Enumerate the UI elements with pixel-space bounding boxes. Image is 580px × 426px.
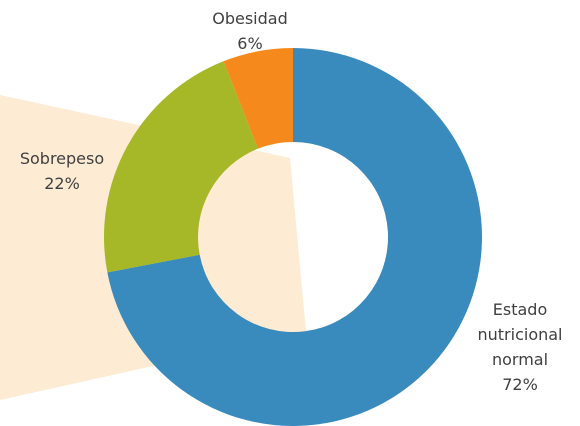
category-label: Estado nutricional normal bbox=[477, 300, 563, 369]
value-label: 72% bbox=[502, 375, 538, 394]
slice-label: Obesidad 6% bbox=[185, 6, 315, 56]
value-label: 6% bbox=[237, 34, 263, 53]
slice-label: Sobrepeso 22% bbox=[0, 146, 124, 196]
category-label: Sobrepeso bbox=[19, 149, 105, 168]
donut-slice bbox=[104, 61, 259, 273]
slice-label: Estado nutricional normal 72% bbox=[455, 297, 580, 397]
category-label: Obesidad bbox=[212, 9, 288, 28]
donut-slice bbox=[107, 48, 482, 426]
value-label: 22% bbox=[44, 174, 80, 193]
donut-slice bbox=[223, 48, 293, 149]
